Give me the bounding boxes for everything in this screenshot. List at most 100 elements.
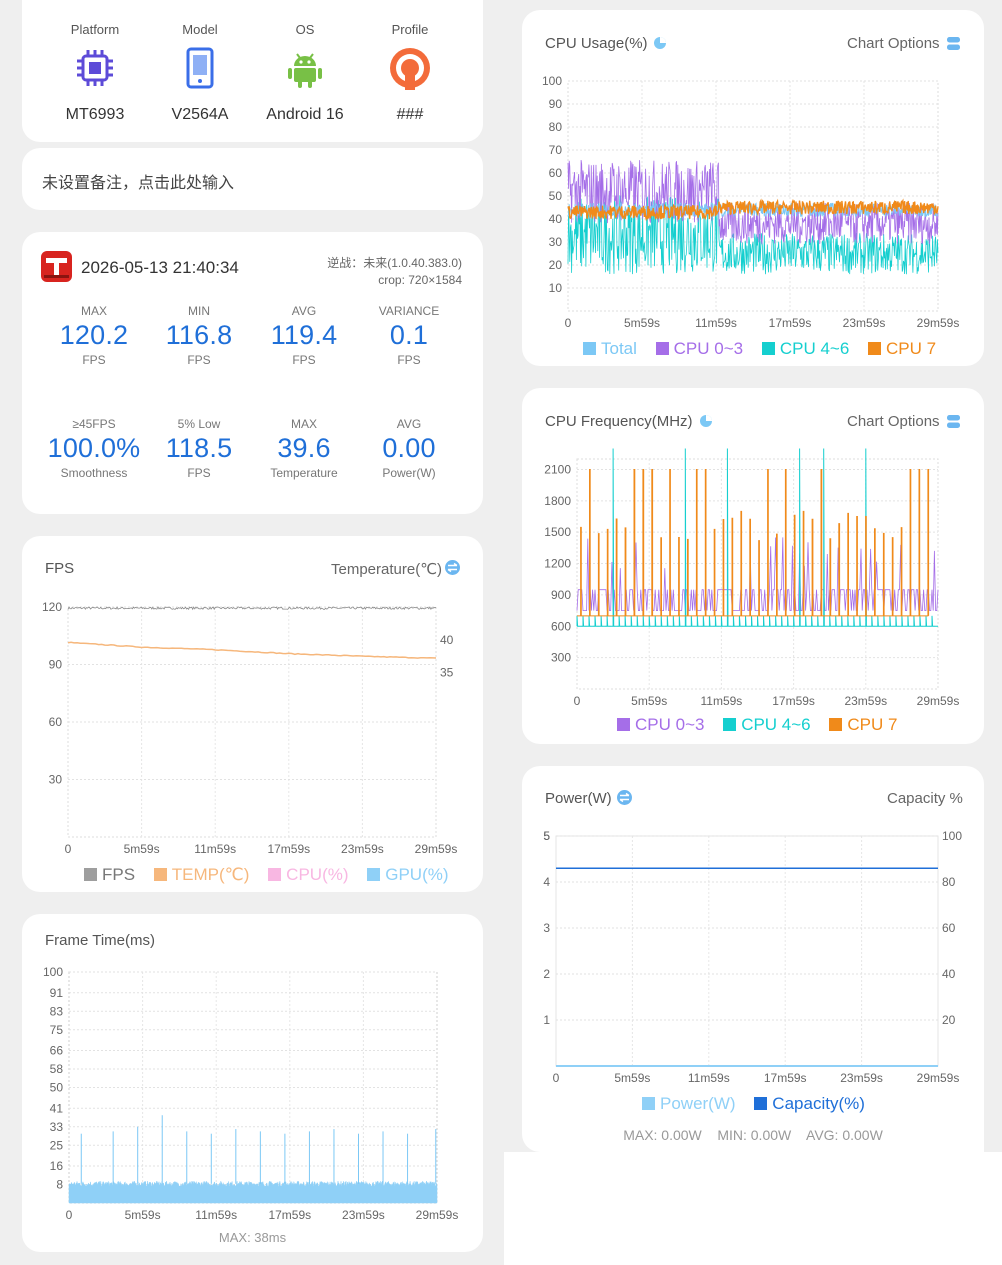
x-tick-label: 17m59s [764, 1071, 807, 1085]
y-tick-label: 30 [549, 235, 563, 249]
stat-unit: Smoothness [60, 466, 128, 480]
stat-value: 0.00 [382, 433, 436, 463]
legend-cpu03[interactable]: CPU 0~3 [617, 715, 704, 734]
fps-series-line [67, 606, 437, 611]
note-input[interactable]: 未设置备注，点击此处输入 [22, 148, 483, 210]
cpu-usage-card: CPU Usage(%) Chart Options 0 5m59s 11m59s 1… [522, 10, 984, 366]
pie-chart-icon[interactable] [699, 414, 713, 433]
legend-cpu7[interactable]: CPU 7 [829, 715, 897, 734]
pie-chart-icon[interactable] [653, 36, 667, 55]
legend-gpu[interactable]: GPU(%) [367, 865, 449, 884]
legend-cpu46[interactable]: CPU 4~6 [761, 339, 850, 358]
stat-avg-fps: AVG 119.4 FPS [244, 304, 364, 367]
model-item[interactable]: Model V2564A [145, 0, 255, 124]
stat-variance: VARIANCE 0.1 FPS [349, 304, 469, 367]
legend-capacity[interactable]: Capacity(%) [754, 1094, 865, 1113]
cpu7-series-line [577, 468, 930, 617]
y2-tick-label: 35 [440, 666, 454, 680]
legend-cpu7[interactable]: CPU 7 [868, 339, 936, 358]
legend-label: Total [601, 339, 637, 358]
legend-cpu03[interactable]: CPU 0~3 [655, 339, 744, 358]
stat-value: 39.6 [277, 433, 331, 463]
stat-value: 0.1 [389, 320, 429, 350]
x-tick-label: 11m59s [688, 1071, 730, 1085]
x-tick-label: 23m59s [342, 1208, 385, 1222]
options-icon[interactable] [947, 37, 960, 55]
legend-label: CPU 7 [847, 715, 898, 734]
legend-label: CPU 0~3 [673, 339, 744, 358]
stat-label: MIN [188, 304, 210, 318]
y-tick-label: 600 [551, 619, 571, 633]
y-tick-label: 1800 [544, 494, 571, 508]
y-tick-label: 100 [43, 965, 63, 979]
y-tick-label: 5 [543, 829, 550, 843]
platform-item[interactable]: Platform MT6993 [40, 0, 150, 124]
y-tick-label: 1 [543, 1013, 550, 1027]
y-tick-label: 3 [543, 921, 550, 935]
stat-5pct-low: 5% Low 118.5 FPS [139, 417, 259, 480]
legend-cpu[interactable]: CPU(%) [268, 865, 349, 884]
fps-chart-card: FPS Temperature(℃) 0 5m59s 11m59s 17m59s 23m… [22, 536, 483, 892]
legend-label: TEMP(℃) [171, 865, 250, 884]
legend-power[interactable]: Power(W) [642, 1094, 736, 1113]
x-tick-label: 17m59s [268, 1208, 311, 1222]
x-tick-label: 11m59s [194, 842, 236, 856]
stat-min-fps: MIN 116.8 FPS [139, 304, 259, 367]
note-placeholder: 未设置备注，点击此处输入 [42, 175, 235, 192]
cpu-usage-legend: Total CPU 0~3 CPU 4~6 CPU 7 [583, 339, 950, 359]
legend-total[interactable]: Total [583, 339, 637, 358]
y-tick-label: 4 [543, 875, 550, 889]
y-tick-label: 5 [543, 829, 550, 843]
cpu-usage-chart-options[interactable]: Chart Options [847, 35, 940, 52]
y-tick-label: 2 [543, 967, 550, 981]
profile-item[interactable]: Profile ### [355, 0, 465, 124]
x-tick-label: 0 [565, 316, 572, 330]
stat-value: 119.4 [270, 320, 338, 350]
cpu-frequency-chart[interactable]: 0 5m59s 11m59s 17m59s 23m59s 29m59s 300 600 900 1… [522, 388, 984, 744]
cpu-usage-chart[interactable]: 0 5m59s 11m59s 17m59s 23m59s 29m59s 10 20 30 40 50… [522, 10, 984, 366]
stat-max-temp: MAX 39.6 Temperature [244, 417, 364, 480]
switch-axis-icon[interactable] [445, 560, 460, 575]
y-tick-label: 100 [542, 74, 562, 88]
y-tick-label: 58 [50, 1062, 64, 1076]
cpu-frequency-chart-options[interactable]: Chart Options [847, 413, 940, 430]
fps-chart[interactable]: 0 5m59s 11m59s 17m59s 23m59s 29m59s 30 60 90 120 3… [22, 536, 483, 892]
options-icon[interactable] [947, 415, 960, 433]
session-stats-card: 2026-05-13 21:40:34 逆战：未来(1.0.40.383.0) … [22, 232, 483, 514]
legend-label: CPU 4~6 [741, 715, 811, 734]
x-tick-label: 29m59s [917, 1071, 960, 1085]
game-name: 逆战：未来(1.0.40.383.0) [327, 256, 462, 270]
x-tick-label: 11m59s [700, 694, 742, 708]
y2-tick-label: 100 [942, 829, 962, 843]
os-item[interactable]: OS Android 16 [250, 0, 360, 124]
legend-cpu46[interactable]: CPU 4~6 [723, 715, 811, 734]
x-tick-label: 5m59s [614, 1071, 650, 1085]
android-icon [283, 46, 327, 90]
legend-temp[interactable]: TEMP(℃) [153, 865, 250, 884]
y-tick-label: 25 [50, 1138, 64, 1152]
cpu46-series-line [567, 195, 939, 275]
legend-label: GPU(%) [385, 865, 449, 884]
plot-area [576, 458, 939, 690]
frametime-chart[interactable]: 0 5m59s 11m59s 17m59s 23m59s 29m59s 8 16 25 33 41 5… [22, 914, 483, 1252]
power-card: Power(W) Capacity % 0 5m59s 11m59s 17m59s 23… [522, 766, 984, 1152]
legend-label: CPU 4~6 [779, 339, 850, 358]
model-label: Model [182, 22, 218, 37]
stat-label: AVG [396, 417, 422, 431]
stat-value: 120.2 [59, 320, 129, 350]
fps-legend: FPS TEMP(℃) CPU(%) GPU(%) [84, 865, 463, 885]
x-tick-label: 29m59s [415, 842, 458, 856]
cpu03-series-line [576, 537, 939, 611]
x-tick-label: 23m59s [341, 842, 384, 856]
y-tick-label: 20 [549, 258, 563, 272]
legend-label: FPS [102, 865, 136, 884]
y2-tick-label: 80 [942, 875, 956, 889]
switch-axis-icon[interactable] [617, 790, 632, 805]
stat-label: MAX [290, 417, 317, 431]
legend-fps[interactable]: FPS [84, 865, 135, 884]
stat-label: MAX [80, 304, 107, 318]
stat-smoothness: ≥45FPS 100.0% Smoothness [34, 417, 154, 480]
stat-unit: FPS [187, 466, 211, 480]
power-chart[interactable]: 0 5m59s 11m59s 17m59s 23m59s 29m59s1234552040… [522, 766, 984, 1152]
stat-value: 118.5 [165, 433, 233, 463]
